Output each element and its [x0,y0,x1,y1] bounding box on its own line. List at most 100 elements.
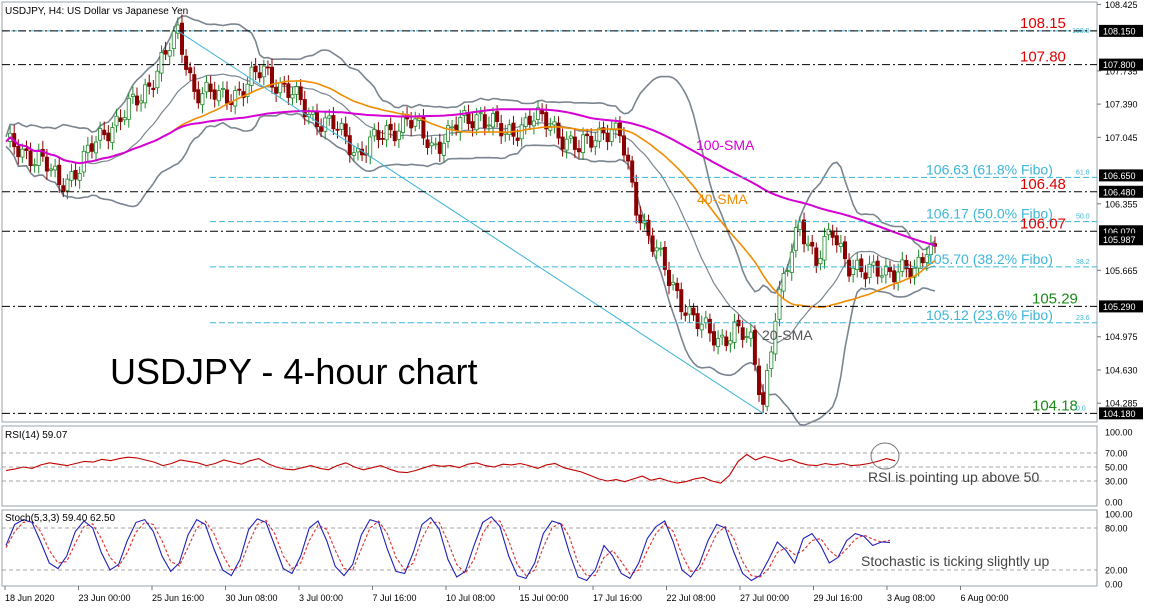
candle-body [667,269,672,286]
candle-body [450,126,455,129]
candle-body [896,271,901,283]
sma100-line [5,108,936,247]
candle-body [924,254,929,264]
price-highlight-box [1099,58,1143,71]
candle-body [89,143,94,152]
price-highlight-label: 104.180 [1103,409,1136,419]
stoch-panel [1,509,1098,587]
stoch-signal-line [5,519,891,578]
time-tick-label: 3 Aug 08:00 [887,593,935,603]
candle-body [589,135,594,148]
candle-body [892,270,897,283]
candle-body [671,281,676,286]
time-tick-label: 27 Jul 00:00 [740,593,789,603]
candle-body [757,365,762,396]
candle-body [851,267,856,275]
candle-body [73,169,78,180]
candle-body [822,235,827,261]
candle-body [114,115,119,127]
candle-body [69,171,74,181]
stoch-tick-label: 80.00 [1105,524,1128,534]
candle-body [765,370,770,407]
candle-body [409,120,414,129]
candle-body [372,128,377,137]
candle-body [351,152,356,156]
candle-body [335,128,340,131]
candle-body [437,141,442,154]
candle-body [159,52,164,74]
candle-body [94,141,99,154]
candle-body [490,113,495,128]
candle-body [630,160,635,183]
candle-body [269,66,274,88]
candle-body [785,270,790,272]
candle-body [568,135,573,139]
level-fibo-tag: 0.0 [1076,405,1086,412]
stoch-tick-label: 0.00 [1105,580,1123,590]
candle-body [216,90,221,102]
price-tick-label: 108.425 [1105,0,1138,10]
level-label: 106.63 (61.8% Fibo) [926,161,1053,177]
candle-body [175,24,180,34]
candle-body [883,265,888,276]
time-tick-label: 3 Jul 00:00 [299,593,343,603]
candle-body [126,97,131,120]
price-tick-label: 107.390 [1105,100,1138,110]
candle-body [797,221,802,230]
candle-body [830,230,835,238]
main-panel-label: USDJPY, H4: US Dollar vs Japanese Yen [5,6,188,17]
candle-body [212,89,217,100]
candle-body [392,130,397,142]
candle-body [130,93,135,97]
candle-body [323,117,328,132]
candle-body [781,272,786,292]
candle-body [204,81,209,93]
candle-body [274,87,279,94]
candle-body [188,67,193,74]
candle-body [122,117,127,121]
stoch-tick-label: 20.00 [1105,566,1128,576]
time-tick-label: 25 Jun 16:00 [152,593,204,603]
candle-body [16,145,21,158]
level-label: 105.29 [1032,290,1078,307]
candle-body [679,289,684,313]
candle-body [752,329,757,365]
level-label: 104.18 [1032,397,1078,414]
candle-body [20,148,25,158]
candle-body [32,164,37,167]
candle-body [118,117,123,122]
candle-body [65,178,70,192]
sma100-label: 100-SMA [696,137,755,153]
candle-body [139,100,144,104]
time-tick-label: 7 Jul 16:00 [373,593,417,603]
candle-body [646,219,651,236]
candle-body [609,129,614,142]
price-tick-label: 105.665 [1105,266,1138,276]
candle-body [601,127,606,134]
candle-body [744,336,749,339]
candle-body [224,89,229,104]
candle-body [429,142,434,147]
candle-body [724,336,729,347]
candle-body [495,111,500,122]
candle-body [499,123,504,137]
candle-body [622,135,627,156]
time-tick-label: 15 Jul 00:00 [520,593,569,603]
price-highlight-box [1099,24,1143,37]
candle-body [106,132,111,142]
candle-body [143,84,148,104]
price-highlight-label: 107.800 [1103,60,1136,70]
candle-body [36,149,41,166]
candle-body [564,138,569,151]
candle-body [904,259,909,270]
candle-body [683,312,688,316]
candle-body [920,257,925,264]
price-panel [1,1,1098,423]
candle-body [777,288,782,320]
candle-body [49,168,54,171]
candle-body [597,127,602,142]
price-highlight-label: 106.070 [1103,227,1136,237]
candle-body [732,321,737,343]
